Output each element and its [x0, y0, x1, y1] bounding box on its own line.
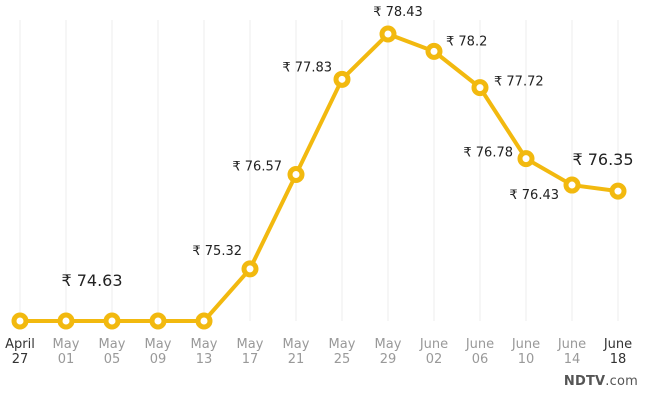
data-label: ₹ 78.43 [373, 5, 423, 20]
tick-label-day: 10 [518, 352, 535, 367]
data-label: ₹ 78.2 [446, 34, 487, 49]
tick-label-month: June [511, 337, 540, 352]
tick-label-month: May [283, 337, 310, 352]
tick-label-month: June [557, 337, 586, 352]
tick-label-day: 14 [564, 352, 581, 367]
tick-label-day: 09 [150, 352, 167, 367]
grid-lines [19, 20, 619, 321]
tick-label-day: 25 [334, 352, 351, 367]
data-point [287, 165, 305, 183]
data-point [149, 312, 167, 330]
data-point [471, 79, 489, 97]
tick-label-day: 06 [472, 352, 489, 367]
data-label: ₹ 77.83 [282, 60, 332, 75]
tick-label-month: May [191, 337, 218, 352]
data-labels: ₹ 74.63 ₹ 75.32 ₹ 76.57 ₹ 77.83 ₹ 78.43 ₹ 78.… [61, 5, 633, 290]
x-axis-ticks: April27May01May05May09May13May17May21May… [5, 337, 632, 367]
data-point [57, 312, 75, 330]
data-label: ₹ 76.57 [232, 159, 282, 174]
ndtv-logo: NDTV.com [564, 374, 638, 389]
tick-label-day: 02 [426, 352, 443, 367]
tick-label-day: 05 [104, 352, 121, 367]
data-label: ₹ 76.35 [572, 150, 633, 169]
data-point [241, 260, 259, 278]
tick-label-day: 17 [242, 352, 259, 367]
data-point [425, 42, 443, 60]
tick-label-month: June [465, 337, 494, 352]
logo-suffix-text: .com [605, 374, 638, 389]
tick-label-month: May [99, 337, 126, 352]
data-label: ₹ 76.43 [509, 188, 559, 203]
tick-label-month: April [5, 337, 35, 352]
data-label: ₹ 77.72 [494, 75, 544, 90]
tick-label-day: 13 [196, 352, 213, 367]
point-markers [11, 25, 627, 330]
logo-main-text: NDTV [563, 374, 606, 389]
data-point [563, 176, 581, 194]
tick-label-day: 27 [12, 352, 29, 367]
data-point [195, 312, 213, 330]
tick-label-month: May [237, 337, 264, 352]
data-label: ₹ 76.78 [463, 146, 513, 161]
data-point [333, 70, 351, 88]
tick-label-day: 21 [288, 352, 305, 367]
tick-label-month: May [145, 337, 172, 352]
data-point [517, 150, 535, 168]
data-label: ₹ 74.63 [61, 271, 122, 290]
tick-label-month: May [329, 337, 356, 352]
data-point [103, 312, 121, 330]
data-point [609, 182, 627, 200]
tick-label-month: June [419, 337, 448, 352]
tick-label-month: May [375, 337, 402, 352]
tick-label-month: May [53, 337, 80, 352]
tick-label-day: 29 [380, 352, 397, 367]
tick-label-day: 01 [58, 352, 75, 367]
data-point [11, 312, 29, 330]
tick-label-day: 18 [610, 352, 627, 367]
data-point [379, 25, 397, 43]
tick-label-month: June [603, 337, 632, 352]
data-label: ₹ 75.32 [192, 244, 242, 259]
